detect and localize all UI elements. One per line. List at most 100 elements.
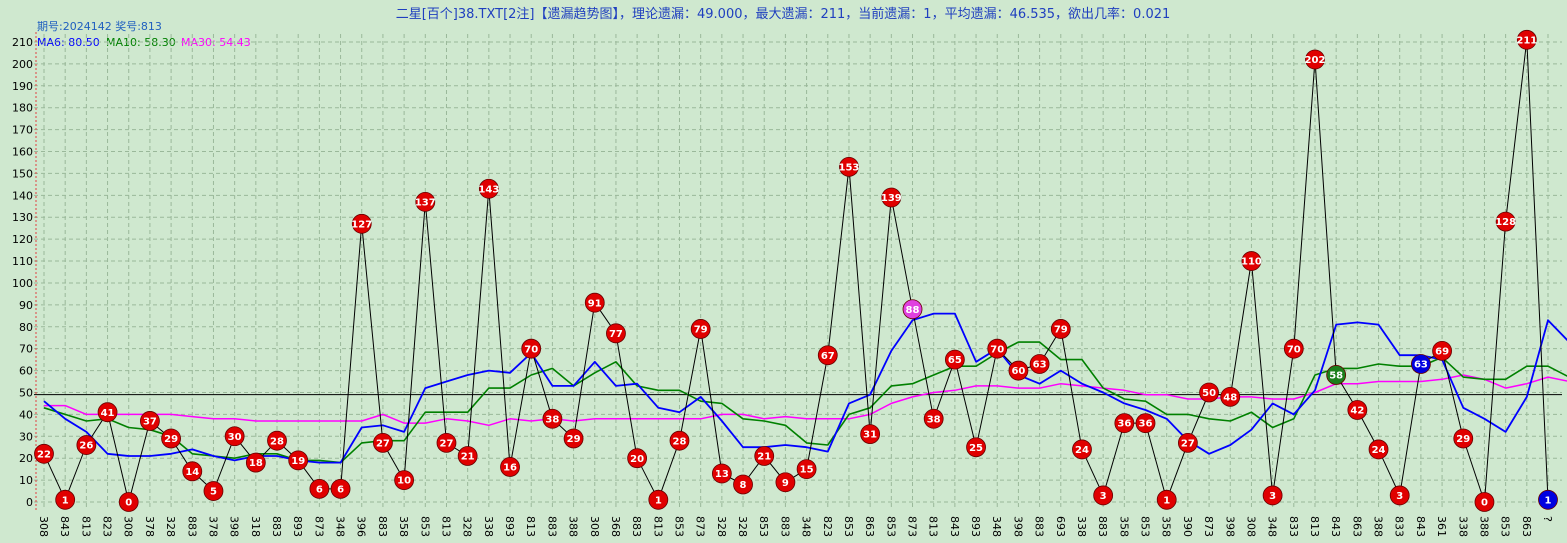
omission-point <box>1305 49 1325 70</box>
x-tick-label: 398 <box>1223 516 1236 537</box>
omission-point <box>500 457 520 477</box>
x-tick-label: 358 <box>1160 516 1173 537</box>
x-tick-label: 398 <box>228 516 241 537</box>
omission-value-label: 1 <box>1163 495 1170 506</box>
omission-point <box>351 213 372 234</box>
omission-value-label: 70 <box>990 344 1004 355</box>
x-tick-label: 873 <box>694 516 707 537</box>
omission-value-label: 9 <box>782 478 789 489</box>
omission-value-label: 30 <box>228 432 242 443</box>
omission-value-label: 69 <box>1435 346 1449 357</box>
omission-point <box>245 452 266 473</box>
omission-point <box>839 156 859 177</box>
omission-line <box>43 39 1549 503</box>
omission-value-label: 137 <box>415 198 436 209</box>
omission-value-label: 21 <box>757 452 771 463</box>
x-tick-label: ? <box>1541 516 1554 522</box>
omission-point <box>796 459 817 480</box>
omission-value-label: 67 <box>821 351 835 362</box>
x-tick-label: 853 <box>842 516 855 537</box>
omission-point <box>1368 439 1389 460</box>
x-tick-label: 338 <box>1075 516 1088 537</box>
x-tick-label: 873 <box>312 516 325 537</box>
omission-point <box>860 424 881 444</box>
y-tick-label: 100 <box>12 277 33 290</box>
y-tick-label: 30 <box>19 430 33 443</box>
x-tick-label: 361 <box>1435 516 1448 537</box>
x-tick-label: 358 <box>1117 516 1130 537</box>
omission-value-label: 202 <box>1305 55 1326 66</box>
x-tick-label: 318 <box>249 516 262 537</box>
omission-value-label: 16 <box>503 463 517 474</box>
omission-point <box>1220 386 1241 407</box>
x-tick-label: 328 <box>715 516 728 537</box>
x-tick-label: 853 <box>1139 516 1152 537</box>
ma30-legend: MA30: 54.43 <box>181 36 251 49</box>
x-tick-label: 348 <box>800 516 813 537</box>
omission-point <box>373 432 393 453</box>
omission-value-label: 28 <box>270 436 284 447</box>
y-tick-label: 0 <box>26 496 33 509</box>
omission-value-label: 42 <box>1350 406 1364 417</box>
x-tick-label: 843 <box>1329 516 1342 537</box>
y-tick-label: 90 <box>19 299 33 312</box>
omission-value-label: 27 <box>1181 438 1195 449</box>
omission-point <box>944 349 965 370</box>
x-tick-label: 883 <box>778 516 791 537</box>
omission-value-label: 41 <box>101 408 115 419</box>
omission-point <box>775 472 796 493</box>
omission-point <box>55 489 76 510</box>
omission-point <box>1093 485 1114 506</box>
x-tick-label: 883 <box>630 516 643 537</box>
x-tick-label: 338 <box>1456 516 1469 537</box>
omission-point <box>1326 365 1347 385</box>
omission-value-label: 27 <box>440 438 454 449</box>
omission-value-label: 79 <box>694 325 708 336</box>
chart-title: 二星[百个]38.TXT[2注]【遗漏趋势图】，理论遗漏：49.000，最大遗漏… <box>396 6 1171 22</box>
omission-point <box>1008 360 1029 381</box>
omission-value-label: 18 <box>249 458 263 469</box>
omission-value-label: 88 <box>906 305 920 316</box>
omission-value-label: 8 <box>740 480 747 491</box>
y-tick-label: 60 <box>19 365 33 378</box>
omission-point <box>1516 29 1537 50</box>
x-tick-label: 693 <box>1054 516 1067 537</box>
omission-value-label: 38 <box>545 414 559 425</box>
omission-value-label: 15 <box>800 465 814 476</box>
omission-point <box>1262 485 1283 506</box>
omission-value-label: 22 <box>37 449 51 460</box>
x-tick-label: 348 <box>990 516 1003 537</box>
omission-value-label: 36 <box>1117 419 1131 430</box>
y-tick-label: 210 <box>12 36 33 49</box>
x-tick-label: 308 <box>122 516 135 537</box>
omission-value-label: 211 <box>1516 35 1537 46</box>
omission-point <box>76 435 97 455</box>
x-tick-label: 378 <box>206 516 219 537</box>
omission-point <box>309 478 330 499</box>
omission-value-label: 70 <box>1287 344 1301 355</box>
omission-value-label: 13 <box>715 469 729 480</box>
ma30-line <box>44 374 1567 427</box>
omission-value-label: 60 <box>1011 366 1025 377</box>
omission-value-label: 50 <box>1202 388 1216 399</box>
omission-value-label: 28 <box>673 436 687 447</box>
omission-point <box>330 478 351 499</box>
omission-point <box>1283 338 1304 359</box>
omission-value-label: 29 <box>164 434 178 445</box>
omission-point <box>627 448 648 469</box>
omission-point <box>1050 319 1071 339</box>
omission-point <box>97 402 118 423</box>
omission-value-label: 127 <box>351 219 372 230</box>
omission-point <box>690 319 711 339</box>
x-tick-label: 813 <box>927 516 940 537</box>
x-tick-label: 308 <box>1244 516 1257 537</box>
x-tick-label: 813 <box>79 516 92 537</box>
omission-value-label: 31 <box>863 430 877 441</box>
y-tick-label: 40 <box>19 408 33 421</box>
omission-value-label: 153 <box>839 162 860 173</box>
omission-point <box>118 492 139 512</box>
x-tick-label: 843 <box>58 516 71 537</box>
omission-point <box>1495 211 1516 232</box>
x-tick-label: 853 <box>757 516 770 537</box>
omission-value-label: 29 <box>567 434 581 445</box>
